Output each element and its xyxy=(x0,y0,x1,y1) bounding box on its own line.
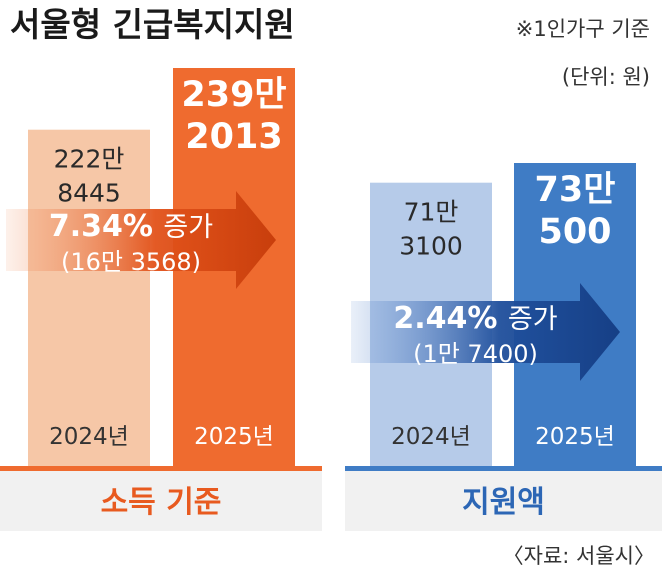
bar-value-label-line1: 239만 xyxy=(181,75,286,115)
baseline-rule xyxy=(345,466,662,471)
bar-value-label-line1: 222만 xyxy=(54,145,125,174)
bar-value-label-line1: 73만 xyxy=(535,170,616,210)
bar-value-label-line2: 3100 xyxy=(399,232,463,261)
category-label-band xyxy=(345,471,662,531)
bar-value-label-line2: 500 xyxy=(538,212,611,252)
change-percent-label: 2.44% 증가 xyxy=(393,301,557,336)
category-label-band xyxy=(0,471,322,531)
chart-title: 서울형 긴급복지지원 xyxy=(10,5,295,44)
increase-arrow xyxy=(351,283,620,381)
source-text: 〈자료: 서울시〉 xyxy=(503,544,655,568)
change-percent-label: 7.34% 증가 xyxy=(49,209,213,244)
bar-2024 xyxy=(28,129,150,466)
tick-label: 2024년 xyxy=(391,424,471,450)
note-text: ※1인가구 기준 xyxy=(516,17,650,41)
increase-arrow xyxy=(6,191,276,289)
panel-title: 소득 기준 xyxy=(101,485,222,520)
bar-value-label-line2: 2013 xyxy=(185,117,282,157)
change-amount-label: (16만 3568) xyxy=(61,248,201,276)
tick-label: 2024년 xyxy=(49,424,129,450)
bar-value-label-line2: 8445 xyxy=(57,179,121,208)
unit-text: (단위: 원) xyxy=(562,65,650,89)
tick-label: 2025년 xyxy=(194,424,274,450)
bar-value-label-line1: 71만 xyxy=(404,198,459,227)
panel-title: 지원액 xyxy=(462,485,545,520)
baseline-rule xyxy=(0,466,322,471)
change-amount-label: (1만 7400) xyxy=(413,340,538,368)
tick-label: 2025년 xyxy=(535,424,615,450)
